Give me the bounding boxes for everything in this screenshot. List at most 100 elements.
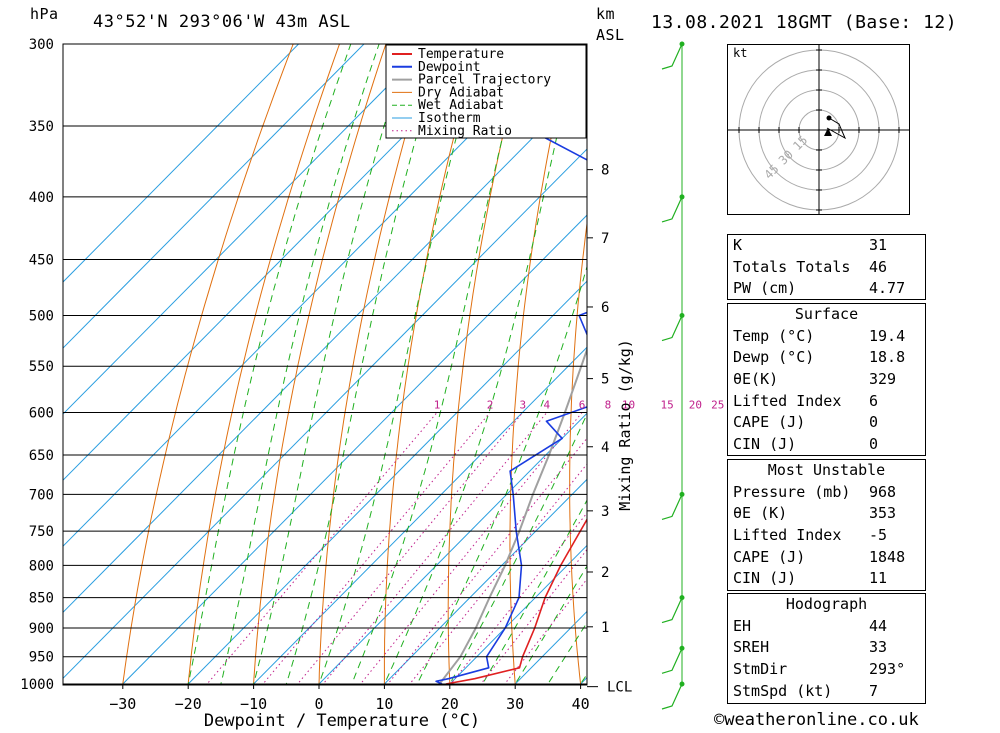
pressure-label: 350 xyxy=(29,119,54,135)
pressure-label: 450 xyxy=(29,253,54,269)
surface-title: Surface xyxy=(794,305,859,323)
wet-adiabat-line xyxy=(416,264,587,685)
row-value: 0 xyxy=(869,435,879,454)
wind-barb xyxy=(661,648,683,674)
x-tick-label: 20 xyxy=(441,695,459,713)
mixing-ratio-label: 4 xyxy=(544,398,551,411)
km-tick-label: 7 xyxy=(601,231,609,247)
row-label: CAPE (J) xyxy=(733,413,806,432)
table-row: Temp (°C) 19.4 xyxy=(728,326,925,348)
row-label: Totals Totals xyxy=(733,257,851,276)
mixing-ratio-label: 20 xyxy=(689,398,702,411)
mixing-ratio-label: 25 xyxy=(711,398,724,411)
dry-adiabat-line xyxy=(447,44,526,685)
mixing-ratio-axis-title: Mixing Ratio (g/kg) xyxy=(616,339,634,511)
indices-table: K 31 Totals Totals 46 PW (cm) 4.77 xyxy=(727,234,926,300)
x-tick-label: 10 xyxy=(375,695,393,713)
mixing-ratio-line xyxy=(408,463,587,685)
isotherm-line xyxy=(251,346,587,685)
mixing-ratio-line xyxy=(261,412,491,685)
pressure-label: 300 xyxy=(29,37,54,53)
row-label: CIN (J) xyxy=(733,569,797,588)
dewpoint-line xyxy=(435,94,587,685)
row-value: 11 xyxy=(869,569,888,588)
pressure-label: 1000 xyxy=(20,677,54,693)
x-tick-label: 40 xyxy=(572,695,590,713)
legend-label: Mixing Ratio xyxy=(418,124,512,139)
x-tick-label: −20 xyxy=(175,695,202,713)
hodograph-panel: 15 30 45 kt xyxy=(727,44,910,215)
row-label: Temp (°C) xyxy=(733,326,815,345)
height-unit-km: km xyxy=(596,5,616,23)
row-value: 46 xyxy=(869,257,888,276)
km-tick-label: 1 xyxy=(601,620,609,636)
row-label: SREH xyxy=(733,638,770,657)
pressure-label: 700 xyxy=(29,487,54,503)
legend-label: Parcel Trajectory xyxy=(418,73,551,88)
mixing-ratio-line xyxy=(503,578,587,685)
hodograph-start-dot xyxy=(826,115,832,121)
wind-barb xyxy=(661,597,683,624)
hodograph-table: Hodograph EH 44 SREH 33 StmDir 293° StmSpd (kt… xyxy=(727,593,926,704)
dry-adiabat-line xyxy=(187,44,341,685)
row-label: Pressure (mb) xyxy=(733,482,851,501)
hodograph-ring-label: 30 xyxy=(776,147,796,167)
table-row: Dewp (°C) 18.8 xyxy=(728,347,925,369)
wet-adiabat-line xyxy=(318,44,483,685)
row-value: 293° xyxy=(869,660,906,679)
dry-adiabat-line xyxy=(988,7,1000,710)
row-label: Lifted Index xyxy=(733,526,842,545)
wet-adiabat-line xyxy=(350,44,527,685)
km-tick-label: 6 xyxy=(601,300,609,316)
wet-adiabat-line xyxy=(383,44,580,685)
row-label: StmDir xyxy=(733,660,788,679)
most-unstable-table: Most Unstable Pressure (mb) 968 θE (K) 353 L… xyxy=(727,459,926,591)
mixing-ratio-label: 10 xyxy=(622,398,635,411)
x-tick-label: −10 xyxy=(240,695,267,713)
legend-label: Dewpoint xyxy=(418,60,481,75)
legend-label: Dry Adiabat xyxy=(418,85,504,100)
table-row: Lifted Index 6 xyxy=(728,391,925,413)
pressure-label: 950 xyxy=(29,650,54,666)
location-title: 43°52'N 293°06'W 43m ASL xyxy=(93,12,351,32)
pressure-label: 850 xyxy=(29,591,54,607)
wind-barb xyxy=(661,43,683,70)
lcl-label: LCL xyxy=(607,680,632,696)
wet-adiabat-line xyxy=(187,44,352,685)
km-tick-label: 8 xyxy=(601,163,609,179)
mixing-ratio-label: 6 xyxy=(579,398,586,411)
mixing-ratio-label: 8 xyxy=(605,398,612,411)
hodograph-ring-label: 15 xyxy=(790,133,810,153)
pressure-label: 400 xyxy=(29,190,54,206)
x-tick-label: 0 xyxy=(314,695,323,713)
pressure-label: 800 xyxy=(29,558,54,574)
credit-text: ©weatheronline.co.uk xyxy=(714,710,919,730)
row-label: K xyxy=(733,236,743,254)
temperature-line xyxy=(445,517,587,685)
row-value: 353 xyxy=(869,504,897,523)
row-value: 44 xyxy=(869,616,888,635)
table-row: Pressure (mb) 968 xyxy=(728,482,925,504)
hodograph-trace xyxy=(826,117,847,140)
row-value: 4.77 xyxy=(869,279,906,298)
height-unit-asl: ASL xyxy=(596,26,625,44)
row-value: 968 xyxy=(869,482,897,501)
row-value: 329 xyxy=(869,370,897,389)
isotherm-line xyxy=(63,44,431,415)
dry-adiabat-line xyxy=(318,44,433,685)
pressure-label: 550 xyxy=(29,359,54,375)
isotherm-line xyxy=(186,280,587,685)
km-tick-label: 4 xyxy=(601,440,609,456)
mixing-ratio-label: 15 xyxy=(660,398,673,411)
mixing-ratio-line xyxy=(321,412,548,685)
legend-label: Temperature xyxy=(418,47,504,62)
dry-adiabat-line xyxy=(569,219,587,685)
mixing-ratio-line xyxy=(358,412,583,685)
table-row: CAPE (J) 1848 xyxy=(728,547,925,569)
dry-adiabat-line xyxy=(122,44,294,685)
surface-table: Surface Temp (°C) 19.4 Dewp (°C) 18.8 θE(K) 3… xyxy=(727,303,926,456)
mixing-ratio-label: 3 xyxy=(519,398,526,411)
pressure-label: 900 xyxy=(29,621,54,637)
